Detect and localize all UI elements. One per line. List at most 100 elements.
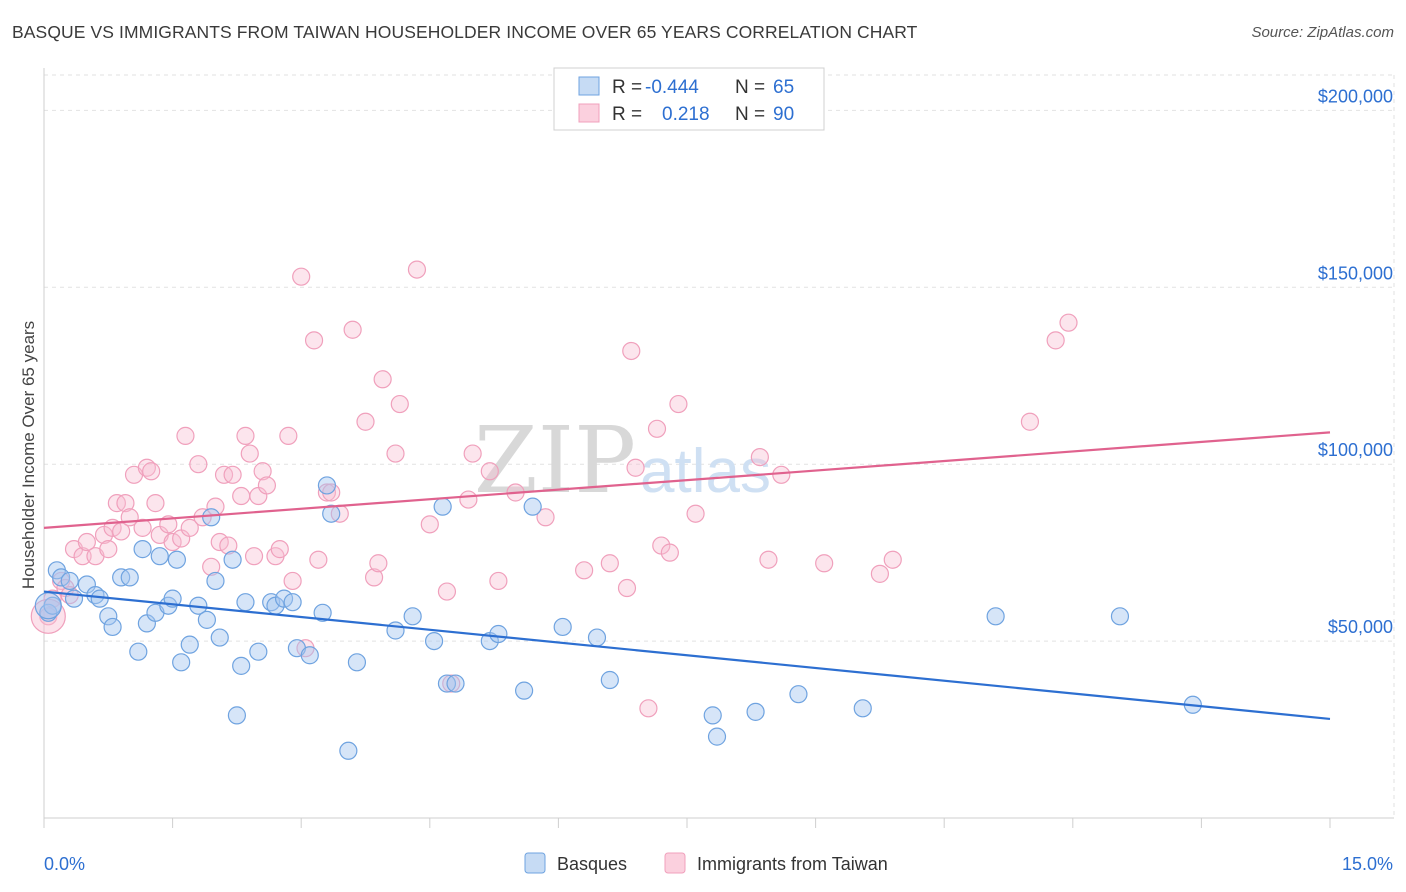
point-taiwan [815, 554, 834, 573]
point-basques [133, 540, 152, 559]
point-taiwan [420, 515, 439, 534]
point-basques [446, 674, 465, 693]
point-taiwan [489, 571, 508, 591]
point-basques [339, 741, 358, 760]
point-taiwan [575, 561, 594, 580]
point-taiwan [437, 582, 457, 601]
point-basques [703, 706, 722, 725]
trend-line-taiwan [43, 431, 1331, 529]
point-taiwan [189, 455, 208, 474]
point-basques [424, 631, 444, 651]
point-basques [210, 628, 229, 647]
point-taiwan [759, 550, 778, 569]
point-taiwan [202, 557, 221, 576]
point-taiwan [116, 494, 135, 513]
point-basques [386, 621, 405, 640]
point-basques [1110, 607, 1130, 626]
point-basques-cluster [34, 592, 62, 620]
point-taiwan [750, 448, 769, 467]
point-taiwan [356, 412, 375, 431]
point-basques [180, 635, 199, 654]
point-taiwan [369, 554, 388, 573]
legend-r-value-taiwan: 0.218 [662, 104, 710, 125]
bottom-legend-basques: Basques [557, 854, 627, 874]
point-taiwan [390, 394, 409, 414]
y-axis-label: Householder Income Over 65 years [19, 321, 38, 589]
point-basques [746, 702, 765, 721]
point-taiwan [626, 458, 645, 477]
point-taiwan [373, 370, 392, 389]
point-taiwan [244, 547, 264, 566]
point-basques [120, 568, 139, 587]
point-basques [300, 646, 319, 665]
point-taiwan [772, 465, 791, 484]
point-basques [197, 610, 216, 629]
point-basques [172, 653, 191, 672]
y-tick-label: $50,000 [1328, 617, 1393, 637]
point-basques [150, 547, 169, 566]
legend-swatch-basques [578, 76, 600, 96]
point-taiwan [142, 462, 161, 481]
point-taiwan [1020, 412, 1040, 431]
point-taiwan [536, 508, 555, 527]
point-taiwan [343, 320, 362, 339]
point-basques [403, 607, 422, 626]
legend-r-label-taiwan: R = [612, 104, 642, 125]
point-basques [986, 607, 1005, 626]
point-basques [99, 607, 118, 626]
point-taiwan [660, 543, 679, 562]
point-taiwan [257, 476, 277, 495]
legend-r-label-basques: R = [612, 77, 642, 98]
axes [43, 68, 1394, 828]
source-label: Source: ZipAtlas.com [1251, 24, 1394, 41]
point-basques [313, 603, 332, 622]
x-tick-label-end: 15.0% [1342, 854, 1393, 874]
bottom-legend-swatch-taiwan [664, 852, 686, 874]
point-basques [202, 508, 221, 527]
point-taiwan [442, 674, 461, 693]
point-basques [236, 593, 255, 612]
point-basques [433, 497, 452, 516]
point-taiwan [279, 426, 298, 445]
legend-r-value-basques: -0.444 [645, 77, 699, 98]
bottom-legend: Basques Immigrants from Taiwan [524, 852, 888, 874]
point-basques [223, 550, 242, 569]
point-basques [489, 624, 508, 644]
point-taiwan [622, 341, 641, 361]
point-taiwan [253, 462, 272, 481]
point-basques [249, 642, 268, 661]
point-taiwan [133, 518, 152, 537]
point-taiwan [639, 699, 658, 718]
point-taiwan [309, 550, 328, 569]
point-basques [129, 642, 148, 661]
watermark: ZIP atlas [474, 407, 771, 514]
point-basques [232, 656, 251, 675]
point-basques [167, 550, 186, 569]
point-basques [553, 617, 572, 637]
series-basques [34, 476, 1202, 760]
point-taiwan [1059, 313, 1078, 332]
point-taiwan-cluster [30, 598, 66, 634]
point-taiwan [600, 554, 619, 573]
point-taiwan [232, 486, 251, 506]
point-taiwan [870, 564, 890, 583]
y-tick-label: $150,000 [1318, 263, 1393, 283]
point-taiwan [99, 540, 118, 559]
trend-lines [43, 431, 1331, 721]
point-taiwan [459, 490, 478, 509]
point-taiwan [283, 571, 302, 591]
point-basques [853, 699, 872, 718]
point-taiwan [317, 483, 337, 502]
point-taiwan [364, 568, 384, 587]
point-basques [322, 504, 341, 523]
point-taiwan [463, 444, 482, 463]
point-taiwan [1046, 331, 1065, 350]
x-tick-label-start: 0.0% [44, 854, 85, 874]
point-taiwan [180, 518, 199, 537]
legend-swatch-taiwan [578, 103, 600, 123]
point-basques [103, 617, 122, 637]
point-basques [283, 593, 302, 612]
point-taiwan [669, 394, 688, 414]
point-basques [789, 685, 808, 704]
